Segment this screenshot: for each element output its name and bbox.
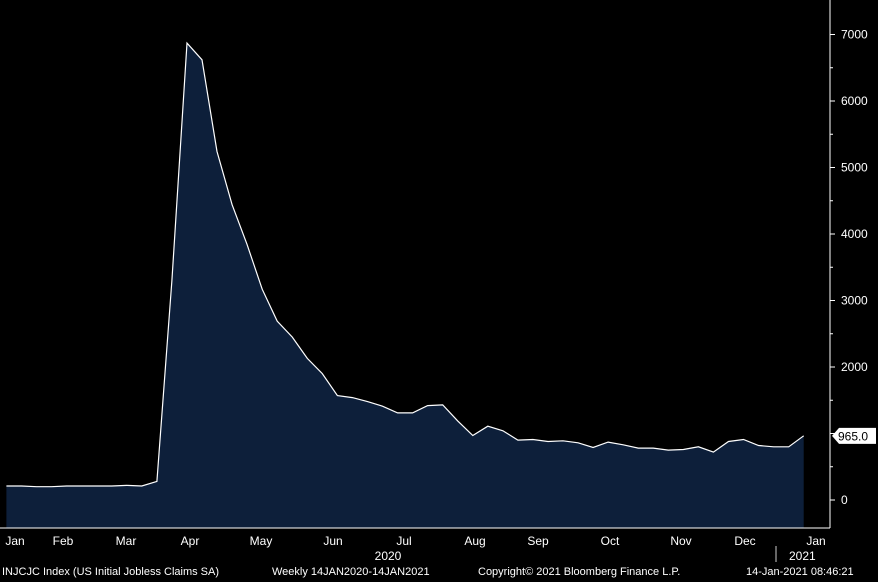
area-fill (6, 43, 804, 528)
y-tick-label: 3000 (841, 294, 868, 308)
y-tick-label: 2000 (841, 360, 868, 374)
ticker-label: INJCJC Index (US Initial Jobless Claims … (2, 566, 220, 578)
footer-bar: INJCJC Index (US Initial Jobless Claims … (0, 564, 878, 582)
y-tick-label: 6000 (841, 94, 868, 108)
copyright-label: Copyright© 2021 Bloomberg Finance L.P. (478, 566, 681, 578)
last-value-box (832, 427, 876, 444)
x-tick-label: Jan (806, 534, 825, 548)
x-tick-label: Jul (396, 534, 411, 548)
y-tick-label: 4000 (841, 227, 868, 241)
date-range-label: Weekly 14JAN2020-14JAN2021 (272, 566, 430, 578)
x-tick-label: Sep (527, 534, 549, 548)
year-label: 2020 (375, 549, 402, 563)
x-tick-label: Apr (181, 534, 200, 548)
year-label: 2021 (789, 549, 816, 563)
x-tick-label: Aug (464, 534, 485, 548)
x-axis: Jan Feb Mar Apr May Jun Jul Aug Sep Oct Nov Dec Jan2… (0, 527, 830, 563)
y-tick-label: 5000 (841, 161, 868, 175)
y-tick-label: 7000 (841, 28, 868, 42)
x-tick-label: Dec (734, 534, 755, 548)
x-tick-label: May (250, 534, 273, 548)
last-value-label: 965.0 (838, 429, 868, 443)
last-value-marker: 965.0 (832, 427, 876, 444)
x-tick-label: Nov (670, 534, 691, 548)
series-line (6, 41, 805, 488)
x-tick-label: Jan (5, 534, 24, 548)
area-chart: 01000200030004000500060007000 JanFebMarA… (0, 0, 876, 563)
x-tick-label: Mar (116, 534, 137, 548)
y-axis: 01000200030004000500060007000 (829, 0, 868, 528)
x-tick-label: Oct (601, 534, 620, 548)
x-tick-label: Jun (323, 534, 342, 548)
y-tick-label: 0 (841, 493, 848, 507)
timestamp-label: 14-Jan-2021 08:46:21 (746, 566, 854, 578)
x-tick-label: Feb (53, 534, 74, 548)
